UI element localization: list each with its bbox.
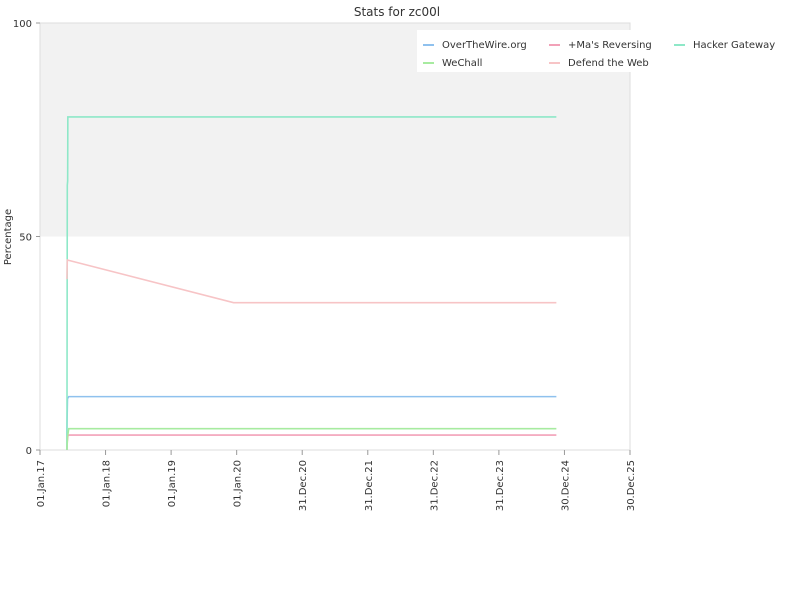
legend-label: OverTheWire.org xyxy=(442,40,527,51)
x-tick-label: 31.Dec.22 xyxy=(429,460,440,511)
series-line-4 xyxy=(66,258,557,304)
chart-title: Stats for zc00l xyxy=(354,5,440,19)
y-tick-label: 50 xyxy=(19,233,32,244)
series-line-3 xyxy=(66,427,557,451)
y-axis-label: Percentage xyxy=(3,209,14,265)
y-tick-label: 100 xyxy=(13,19,32,30)
x-tick-label: 30.Dec.25 xyxy=(626,460,637,511)
legend-label: Defend the Web xyxy=(568,58,649,69)
x-tick-label: 30.Dec.24 xyxy=(560,460,571,511)
legend-label: Hacker Gateway xyxy=(693,40,775,51)
x-tick-label: 01.Jan.18 xyxy=(102,460,113,507)
legend-box xyxy=(417,30,780,72)
x-tick-label: 01.Jan.20 xyxy=(233,460,244,507)
y-tick-label: 0 xyxy=(26,446,32,457)
x-tick-label: 01.Jan.19 xyxy=(167,460,178,507)
legend-label: +Ma's Reversing xyxy=(568,40,652,51)
legend-label: WeChall xyxy=(442,58,482,69)
x-tick-label: 01.Jan.17 xyxy=(36,460,47,507)
x-tick-label: 31.Dec.23 xyxy=(495,460,506,511)
x-tick-label: 31.Dec.20 xyxy=(298,460,309,511)
x-tick-label: 31.Dec.21 xyxy=(364,460,375,511)
